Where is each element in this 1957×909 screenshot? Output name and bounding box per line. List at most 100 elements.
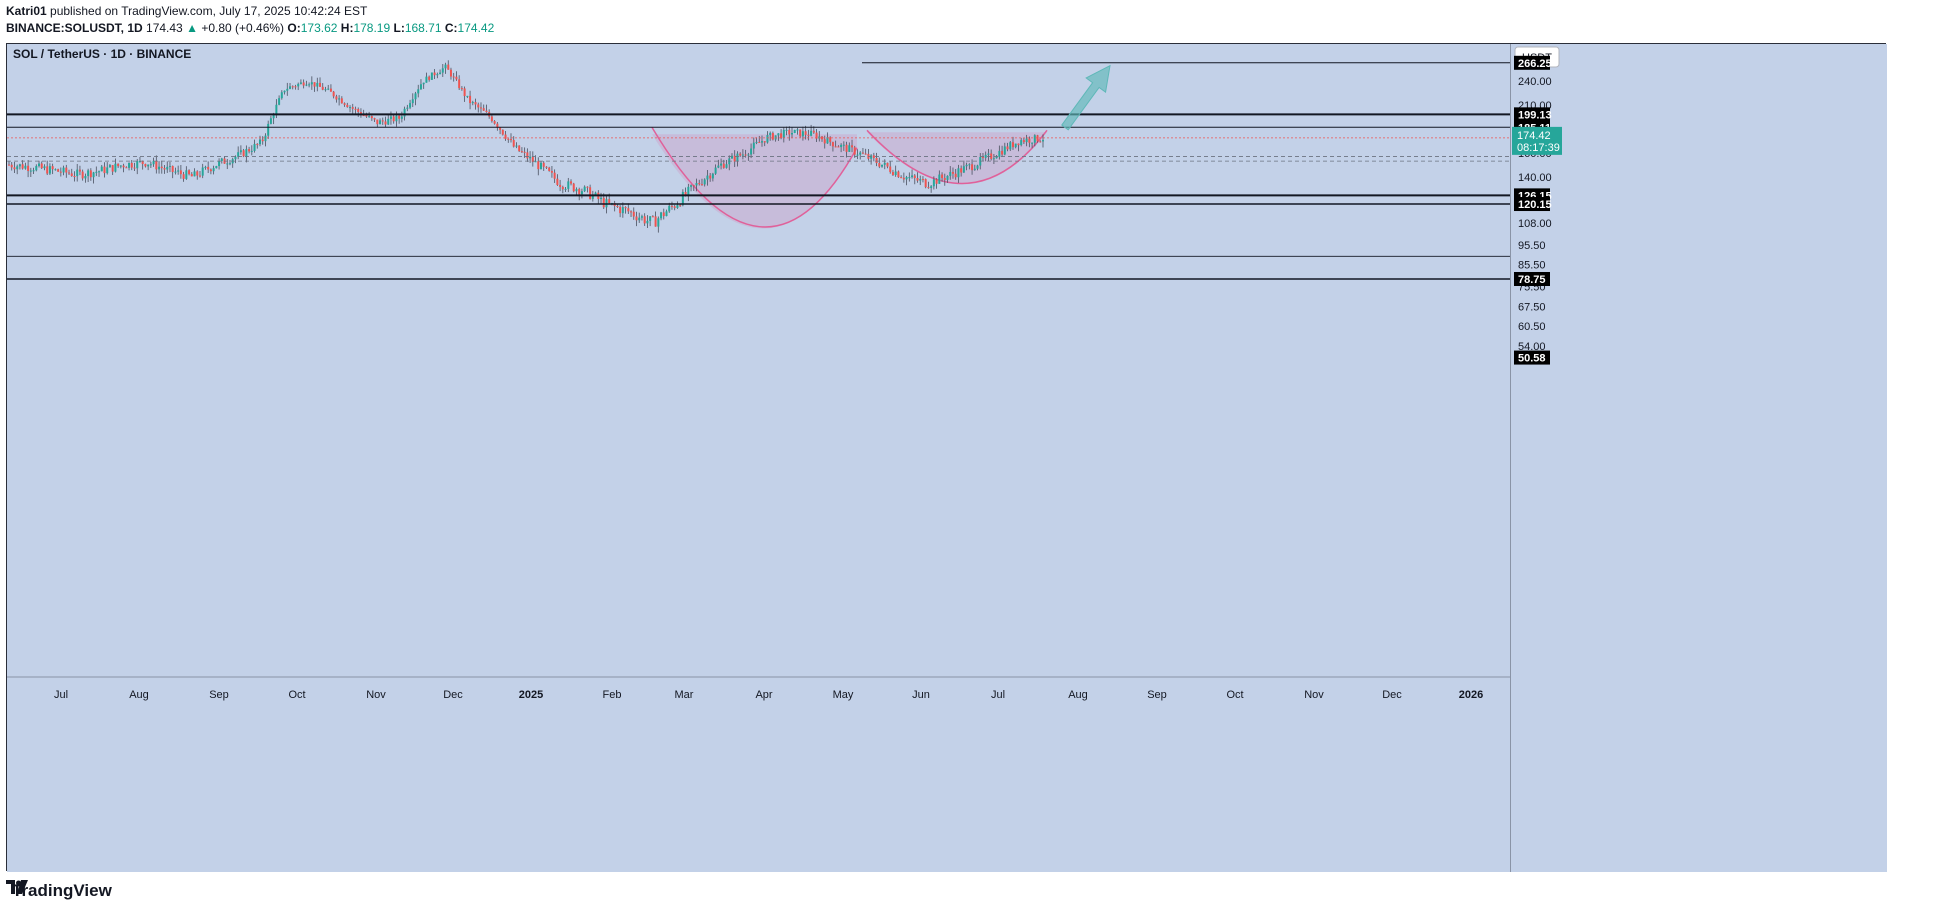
candle — [35, 164, 38, 172]
low-value: 168.71 — [404, 21, 442, 35]
candle — [305, 80, 308, 87]
candle — [327, 84, 330, 91]
candle-body — [1014, 143, 1017, 148]
candle-body — [73, 175, 76, 177]
candle — [564, 186, 567, 193]
candle — [777, 133, 780, 141]
candle — [665, 209, 668, 217]
candle-body — [280, 92, 283, 99]
candle — [417, 84, 420, 98]
x-tick-label: Oct — [1226, 689, 1243, 701]
candle-body — [572, 183, 575, 192]
candle-body — [692, 185, 695, 187]
candle — [638, 212, 641, 223]
candle-body — [436, 74, 439, 76]
candle — [894, 165, 897, 177]
candle — [111, 164, 114, 175]
candle — [815, 129, 818, 142]
candle-body — [329, 88, 332, 92]
candle-body — [886, 162, 889, 167]
candle-body — [662, 212, 665, 217]
candle — [1036, 134, 1039, 143]
candle-body — [136, 161, 139, 169]
candle-body — [250, 150, 253, 152]
candles — [8, 60, 1044, 233]
candle-body — [711, 173, 714, 179]
candle — [376, 119, 379, 127]
candle — [990, 149, 993, 161]
candle-body — [449, 69, 452, 77]
candle-body — [308, 84, 311, 86]
candle — [103, 162, 106, 178]
candle — [717, 159, 720, 169]
candle-body — [84, 176, 87, 179]
tradingview-logo[interactable]: TradingView — [6, 880, 112, 902]
candle — [774, 135, 777, 142]
candle-body — [89, 170, 92, 178]
candle — [68, 169, 71, 176]
candle — [343, 102, 346, 107]
candle-body — [133, 167, 136, 169]
x-tick-label: 2025 — [519, 689, 543, 701]
candle-body — [750, 148, 753, 155]
candle — [916, 172, 919, 183]
candle-body — [65, 167, 68, 173]
candle-body — [32, 170, 35, 172]
candle-body — [471, 102, 474, 104]
candle — [829, 136, 832, 146]
candle — [204, 165, 207, 170]
high-value: 178.19 — [353, 21, 391, 35]
candle-body — [550, 170, 553, 173]
level-tag-label: 50.58 — [1518, 353, 1546, 365]
candle-body — [283, 90, 286, 93]
author-name[interactable]: Katri01 — [6, 4, 47, 18]
level-tag-label: 120.15 — [1518, 199, 1552, 211]
candle-body — [228, 163, 231, 165]
candle-body — [766, 135, 769, 143]
candle — [493, 120, 496, 125]
candle — [957, 164, 960, 183]
candle-body — [848, 145, 851, 152]
x-tick-label: Aug — [129, 689, 149, 701]
chart-pane[interactable]: SOL / TetherUS · 1D · BINANCEUSDT760.006… — [6, 43, 1887, 872]
open-value: 173.62 — [300, 21, 338, 35]
candle — [507, 138, 510, 143]
candle-body — [403, 108, 406, 117]
candle-body — [46, 166, 49, 174]
candle — [545, 166, 548, 169]
candle — [589, 184, 592, 200]
candle-body — [520, 151, 523, 153]
candle-body — [542, 162, 545, 167]
candle-body — [796, 129, 799, 131]
candle — [310, 76, 313, 90]
candle-body — [990, 153, 993, 159]
candle-body — [158, 166, 161, 170]
candle-body — [253, 143, 256, 151]
candle — [122, 163, 125, 173]
candle — [755, 137, 758, 145]
level-tag-bg — [1514, 107, 1550, 122]
candle — [136, 158, 139, 175]
candle — [171, 165, 174, 179]
price-chart[interactable]: SOL / TetherUS · 1D · BINANCEUSDT760.006… — [7, 44, 1887, 872]
candle-body — [665, 211, 668, 217]
candle — [357, 107, 360, 117]
candle-body — [433, 72, 436, 76]
candle — [509, 133, 512, 143]
candle — [616, 204, 619, 208]
candle-body — [198, 175, 201, 177]
candle-body — [201, 167, 204, 176]
level-tag-label: 199.13 — [1518, 109, 1552, 121]
candle-body — [690, 185, 693, 187]
candle — [766, 131, 769, 144]
candle-body — [204, 166, 207, 168]
candle-body — [943, 178, 946, 180]
candle — [807, 129, 810, 141]
candle-body — [419, 84, 422, 90]
candle — [556, 174, 559, 186]
candle — [141, 160, 144, 170]
current-price-value: 174.42 — [1517, 130, 1551, 142]
candle — [864, 148, 867, 155]
candle-body — [821, 136, 824, 140]
candle-body — [256, 143, 259, 145]
